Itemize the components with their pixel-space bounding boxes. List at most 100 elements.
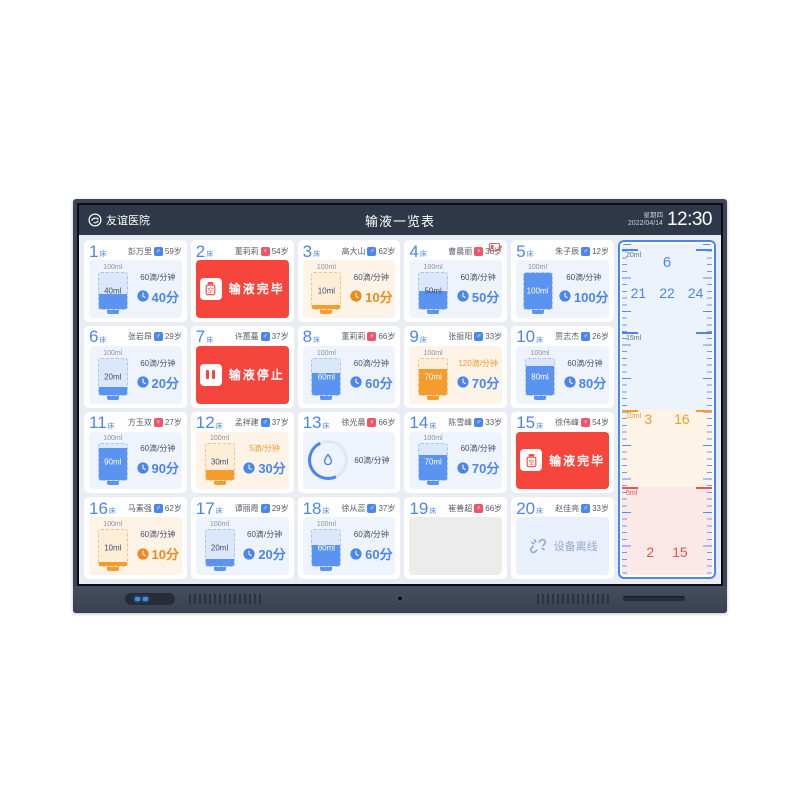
bed-number: 16	[89, 498, 108, 518]
bottle-fill-level	[523, 272, 552, 309]
power-led	[135, 597, 140, 601]
bed-card-13[interactable]: 13 床 徐光晨 ♀ 66岁 60滴/分钟	[297, 411, 401, 494]
patient-name: 董莉莉	[234, 246, 259, 256]
bed-unit-label: 床	[313, 251, 321, 258]
bed-number: 3	[302, 241, 313, 261]
bed-card-body: 100ml 70ml 60滴/分钟 70分	[409, 431, 503, 490]
bottle-shape: 30ml	[204, 443, 235, 482]
bed-card-16[interactable]: 16 床 马素强 ♂ 62岁 100ml 10ml 60滴/分钟 10分	[84, 497, 187, 579]
bottle-fill-level	[312, 544, 341, 567]
bed-card-10[interactable]: 10 床 贾志杰 ♂ 26岁 100ml 80ml 60滴/分钟 80分	[511, 325, 614, 408]
bed-card-3[interactable]: 3 床 高大山 ♂ 62岁 100ml 10ml 60滴/分钟 10分	[297, 240, 401, 322]
ruler-mark-line-left	[622, 487, 638, 490]
bed-unit-label: 床	[419, 336, 427, 344]
male-gender-icon: ♂	[367, 503, 377, 513]
infusion-done-banner: 空 输液完毕	[196, 260, 289, 318]
bottle-total-volume: 100ml	[103, 349, 123, 357]
bed-card-11[interactable]: 11 床 方玉双 ♀ 27岁 100ml 90ml 60滴/分钟 90分	[84, 411, 187, 494]
time-remaining-row: 10分	[136, 544, 179, 563]
patient-age: 29岁	[271, 503, 289, 513]
clock-icon	[136, 462, 149, 474]
patient-name: 徐伟峰	[555, 418, 580, 427]
patient-name: 张岩昂	[127, 332, 152, 342]
clock-icon	[136, 548, 149, 560]
bottle-fill-level	[312, 304, 341, 309]
patient-name: 曹晨丽	[448, 246, 473, 256]
power-button[interactable]	[125, 593, 175, 605]
datetime-block: 星期四 2022/04/14 12:30	[627, 209, 713, 231]
bed-number: 4	[409, 241, 419, 261]
bottle-total-volume: 100ml	[316, 521, 336, 529]
patient-name: 高大山	[341, 246, 366, 256]
male-gender-icon: ♂	[153, 503, 163, 513]
bed-unit-label: 床	[322, 508, 330, 516]
bottle-shape: 60ml	[311, 529, 342, 568]
drip-rate: 60滴/分钟	[140, 272, 176, 282]
patient-age: 37岁	[271, 418, 289, 427]
patient-name: 马素强	[127, 503, 152, 513]
time-remaining: 70分	[471, 461, 500, 477]
date-label: 2022/04/14	[627, 219, 663, 227]
time-remaining-row: 20分	[136, 373, 179, 392]
drip-rate: 60滴/分钟	[460, 272, 496, 282]
bottle-shape: 50ml	[418, 271, 449, 310]
patient-age: 62岁	[378, 246, 396, 256]
bed-unit-label: 床	[215, 422, 223, 430]
bottle-total-volume: 100ml	[103, 263, 123, 271]
broken-link-icon	[528, 536, 548, 556]
female-gender-icon: ♀	[260, 246, 270, 256]
bed-card-body: 100ml 40ml 60滴/分钟 40分	[89, 260, 182, 318]
ruler-mark-label: 5ml	[626, 490, 638, 498]
male-gender-icon: ♂	[581, 503, 591, 513]
bed-card-4[interactable]: 4 床 曹晨丽 ♀ 38岁 100ml 50ml 60滴/分钟 50分	[404, 240, 508, 322]
bed-unit-label: 床	[206, 336, 214, 344]
ruler-bed-number: 16	[674, 411, 690, 428]
bottle-neck	[213, 567, 226, 572]
bottle-fill-level	[525, 365, 554, 395]
male-gender-icon: ♂	[260, 503, 270, 513]
ruler-bed-number: 6	[662, 253, 672, 271]
infusion-info: 120滴/分钟 70分	[457, 358, 499, 392]
bed-card-20[interactable]: 20 床 赵佳亮 ♂ 33岁 设备离线	[511, 497, 614, 579]
bed-card-19[interactable]: 19 床 崔善超 ♀ 66岁	[404, 497, 508, 579]
bed-card-15[interactable]: 15 床 徐伟峰 ♀ 54岁空 输液完毕	[511, 411, 614, 494]
drip-rate: 60滴/分钟	[567, 358, 603, 368]
bed-card-7[interactable]: 7 床 许蕙蔓 ♂ 37岁 输液停止	[190, 325, 294, 408]
pause-icon	[199, 363, 222, 386]
bottle-neck	[106, 309, 119, 314]
clock-icon	[350, 290, 362, 302]
bed-card-2[interactable]: 2 床 董莉莉 ♀ 54岁空 输液完毕	[190, 240, 294, 322]
bed-card-header: 15 床 徐伟峰 ♀ 54岁	[516, 414, 609, 432]
volume-ruler-panel: 20ml 15ml 10ml 5ml 6 21 22 24 3 16 2 15	[618, 240, 716, 579]
bed-number: 15	[516, 413, 536, 432]
time-remaining: 80分	[578, 375, 607, 391]
bottle-remaining-volume: 10ml	[317, 286, 336, 296]
bed-card-9[interactable]: 9 床 张振阳 ♂ 33岁 100ml 70ml 120滴/分钟 70分	[404, 325, 508, 408]
bed-card-18[interactable]: 18 床 徐从蕊 ♂ 37岁 100ml 60ml 60滴/分钟 60分	[297, 497, 401, 579]
bottle-remaining-volume: 70ml	[424, 457, 442, 467]
bed-card-1[interactable]: 1 床 彭万里 ♂ 59岁 100ml 40ml 60滴/分钟 40分	[84, 240, 187, 322]
infusion-info: 60滴/分钟 20分	[136, 358, 179, 392]
bed-card-5[interactable]: 5 床 朱子辰 ♂ 12岁 100ml 100ml 60滴/分钟 100分	[511, 240, 614, 322]
bed-card-8[interactable]: 8 床 董莉莉 ♀ 66岁 100ml 60ml 60滴/分钟 60分	[297, 325, 401, 408]
bottle-remaining-volume: 70ml	[424, 372, 442, 382]
bed-card-header: 5 床 朱子辰 ♂ 12岁	[516, 242, 609, 260]
ruler-bed-group-0: 6	[628, 254, 706, 271]
ruler-bed-number: 15	[672, 543, 688, 560]
time-remaining: 90分	[151, 461, 179, 477]
bed-card-header: 20 床 赵佳亮 ♂ 33岁	[516, 499, 609, 517]
clock-icon	[350, 376, 362, 388]
ruler-bed-number: 3	[644, 411, 653, 428]
infusion-info: 60滴/分钟 10分	[350, 272, 393, 306]
bottle-remaining-volume: 100ml	[526, 286, 549, 296]
bed-number: 8	[302, 327, 313, 347]
time-remaining-row: 50分	[457, 287, 499, 306]
bed-card-6[interactable]: 6 床 张岩昂 ♂ 29岁 100ml 20ml 60滴/分钟 20分	[84, 325, 187, 408]
bed-unit-label: 床	[313, 336, 321, 344]
bed-card-17[interactable]: 17 床 谭丽霞 ♂ 29岁 100ml 20ml 60滴/分钟 20分	[190, 497, 294, 579]
bed-card-12[interactable]: 12 床 孟祥建 ♂ 37岁 100ml 30ml 5滴/分钟 30分	[190, 411, 294, 494]
bottle-remaining-volume: 10ml	[104, 543, 122, 553]
bed-unit-label: 床	[419, 251, 427, 258]
female-gender-icon: ♀	[367, 332, 377, 342]
bed-card-14[interactable]: 14 床 陈雪峰 ♂ 33岁 100ml 70ml 60滴/分钟 70分	[404, 411, 508, 494]
